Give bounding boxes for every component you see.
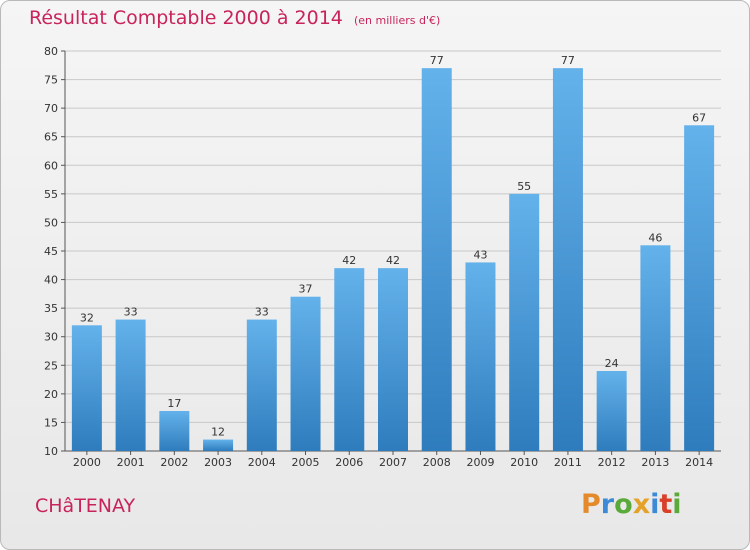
bar-2007: [378, 268, 408, 451]
y-tick-label: 25: [44, 359, 58, 372]
bar-2002: [159, 411, 190, 451]
logo-letter: r: [600, 489, 615, 520]
x-tick-label: 2013: [641, 456, 669, 469]
bar-2006: [334, 268, 365, 451]
x-tick-label: 2002: [160, 456, 188, 469]
x-tick-label: 2004: [248, 456, 276, 469]
bar-2000: [71, 325, 102, 451]
bar-2009: [465, 262, 496, 451]
commune-name: CHâTENAY: [35, 495, 136, 517]
logo-letter: P: [581, 489, 601, 520]
data-label-2000: 32: [80, 311, 94, 324]
x-tick-label: 2014: [685, 456, 713, 469]
y-tick-label: 10: [44, 445, 58, 458]
y-tick-label: 20: [44, 388, 58, 401]
bar-2008: [421, 68, 452, 452]
y-tick-label: 40: [44, 274, 58, 287]
y-tick-label: 15: [44, 416, 58, 429]
y-tick-label: 75: [44, 74, 58, 87]
y-tick-label: 50: [44, 216, 58, 229]
y-tick-label: 80: [44, 45, 58, 58]
bar-2001: [115, 319, 146, 451]
x-tick-label: 2009: [466, 456, 494, 469]
y-tick-label: 45: [44, 245, 58, 258]
data-label-2011: 77: [561, 54, 575, 67]
logo-letter: o: [614, 489, 633, 520]
y-tick-label: 60: [44, 159, 58, 172]
data-label-2001: 33: [124, 306, 138, 319]
data-label-2004: 33: [255, 306, 269, 319]
x-tick-label: 2000: [73, 456, 101, 469]
chart-subtitle: (en milliers d'€): [353, 14, 441, 27]
x-tick-label: 2007: [379, 456, 407, 469]
bar-2011: [552, 68, 583, 452]
x-tick-label: 2008: [423, 456, 451, 469]
y-tick-label: 35: [44, 302, 58, 315]
chart-title: Résultat Comptable 2000 à 2014 (en milli…: [29, 7, 440, 29]
data-label-2009: 43: [473, 248, 487, 261]
x-tick-label: 2001: [117, 456, 145, 469]
bar-2004: [246, 319, 277, 451]
logo-letter: i: [672, 489, 682, 520]
data-label-2008: 77: [430, 54, 444, 67]
bar-2005: [290, 296, 321, 451]
x-tick-label: 2011: [554, 456, 582, 469]
data-label-2003: 12: [211, 426, 225, 439]
y-tick-label: 30: [44, 331, 58, 344]
labels: 2000 32 2001 33 2002 17 2003 12 2004 33 2005 37 2006…: [73, 54, 713, 469]
proxiti-logo: Proxiti: [581, 489, 682, 520]
bar-2003: [203, 439, 234, 451]
chart-title-main: Résultat Comptable 2000 à 2014: [29, 7, 343, 29]
logo-letter: t: [659, 489, 673, 520]
data-label-2010: 55: [517, 180, 531, 193]
data-label-2012: 24: [605, 357, 619, 370]
data-label-2014: 67: [692, 111, 706, 124]
y-tick-label: 55: [44, 188, 58, 201]
bar-2012: [596, 371, 627, 451]
x-tick-label: 2006: [335, 456, 363, 469]
bars: [71, 68, 715, 452]
bar-2013: [640, 245, 671, 451]
logo-letter: x: [632, 489, 651, 520]
x-tick-label: 2010: [510, 456, 538, 469]
data-label-2006: 42: [342, 254, 356, 267]
data-label-2013: 46: [648, 231, 662, 244]
data-label-2002: 17: [167, 397, 181, 410]
bar-2010: [509, 193, 540, 451]
logo-letter: i: [650, 489, 660, 520]
data-label-2005: 37: [299, 283, 313, 296]
bar-2014: [684, 125, 715, 452]
y-tick-label: 65: [44, 131, 58, 144]
x-tick-label: 2003: [204, 456, 232, 469]
x-tick-label: 2005: [292, 456, 320, 469]
data-label-2007: 42: [386, 254, 400, 267]
y-tick-label: 70: [44, 102, 58, 115]
x-tick-label: 2012: [598, 456, 626, 469]
